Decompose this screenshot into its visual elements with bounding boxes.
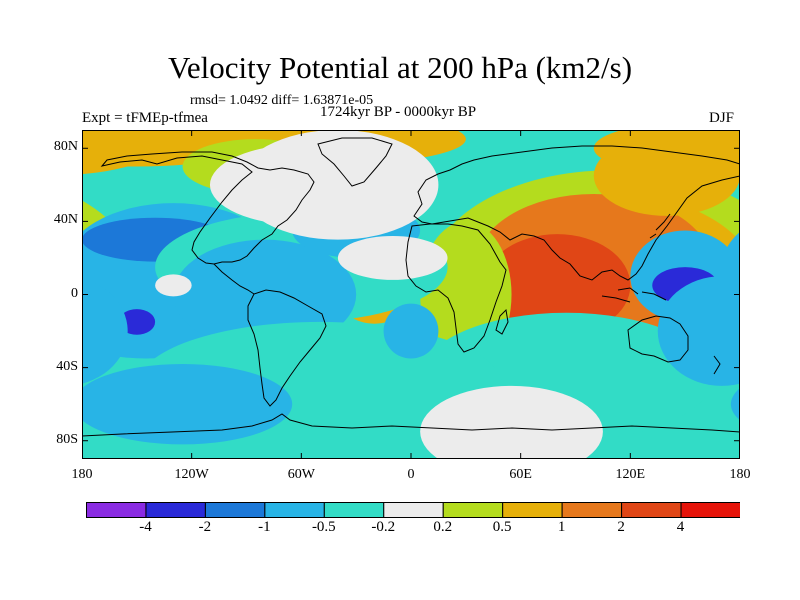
coast-greenland xyxy=(317,137,393,187)
colorbar-swatch xyxy=(204,502,266,518)
neutral-contour xyxy=(209,144,393,226)
experiment-label: Expt = tFMEp-tfmea xyxy=(82,110,208,126)
colorbar-label: 1 xyxy=(557,519,566,535)
neutral-contour xyxy=(337,236,448,280)
coast-south-america xyxy=(247,289,327,407)
x-tick-label: 180 xyxy=(71,467,93,482)
plot-title: Velocity Potential at 200 hPa (km2/s) xyxy=(167,50,633,85)
coast-indonesia xyxy=(601,287,667,303)
field-contour xyxy=(657,276,740,386)
field-contour xyxy=(666,130,740,164)
colorbar-label: -4 xyxy=(139,519,152,535)
colorbar-label: 2 xyxy=(617,519,625,535)
y-tick-label: 40S xyxy=(56,358,78,374)
colorbar-swatch xyxy=(561,502,623,518)
coast-north-america xyxy=(100,151,315,265)
colorbar-swatch xyxy=(502,502,563,518)
colorbar-swatch xyxy=(145,502,206,518)
colorbar-label: -0.5 xyxy=(311,519,336,535)
colorbar-label: -0.2 xyxy=(371,519,396,535)
x-tick-label: 120E xyxy=(615,467,646,482)
colorbar xyxy=(86,502,740,518)
colorbar-swatch xyxy=(264,502,325,518)
colorbar-swatch xyxy=(86,502,147,518)
field-contour xyxy=(173,239,357,350)
stats-label: rmsd= 1.0492 diff= 1.63871e-05 xyxy=(190,93,374,108)
coast-new-zealand xyxy=(713,355,721,375)
coast-antarctica xyxy=(82,413,740,437)
coastlines xyxy=(82,137,740,437)
colorbar-label: -1 xyxy=(258,519,271,535)
coast-madagascar xyxy=(495,308,509,335)
field-contour xyxy=(383,303,439,359)
field-contour xyxy=(82,363,293,445)
coast-central-america xyxy=(213,263,255,295)
y-tick-label: 0 xyxy=(71,285,78,301)
field-contour xyxy=(118,309,156,335)
coast-africa xyxy=(405,223,507,353)
y-tick-label: 40N xyxy=(53,212,78,228)
colorbar-label: 0.2 xyxy=(433,519,453,535)
season-label: DJF xyxy=(709,110,735,126)
x-tick-label: 180 xyxy=(729,467,751,482)
field-layer xyxy=(82,130,740,459)
colorbar-swatch xyxy=(442,502,504,518)
x-tick-label: 60W xyxy=(287,467,315,482)
colorbar-label: 4 xyxy=(676,519,685,535)
coast-eurasia xyxy=(413,145,740,281)
colorbar-swatch xyxy=(323,502,385,518)
colorbar-swatch xyxy=(383,502,444,518)
colorbar-swatch xyxy=(621,502,682,518)
coast-japan xyxy=(649,213,671,239)
map-panel xyxy=(82,130,740,459)
period-label: 1724kyr BP - 0000kyr BP xyxy=(320,104,477,120)
x-tick-label: 0 xyxy=(407,467,415,482)
colorbar-label: -2 xyxy=(198,519,212,535)
x-tick-label: 60E xyxy=(509,467,532,482)
colorbar-swatch xyxy=(680,502,740,518)
neutral-contour xyxy=(155,274,192,297)
field-contour xyxy=(484,234,631,337)
field-contour xyxy=(730,388,740,421)
field-contour xyxy=(82,278,128,384)
colorbar-label: 0.5 xyxy=(492,519,512,535)
coast-australia xyxy=(627,315,689,363)
neutral-contour xyxy=(420,385,603,459)
y-tick-label: 80S xyxy=(56,431,78,447)
x-tick-label: 120W xyxy=(174,467,209,482)
axis-ticks xyxy=(82,130,740,459)
y-tick-label: 80N xyxy=(53,139,78,155)
